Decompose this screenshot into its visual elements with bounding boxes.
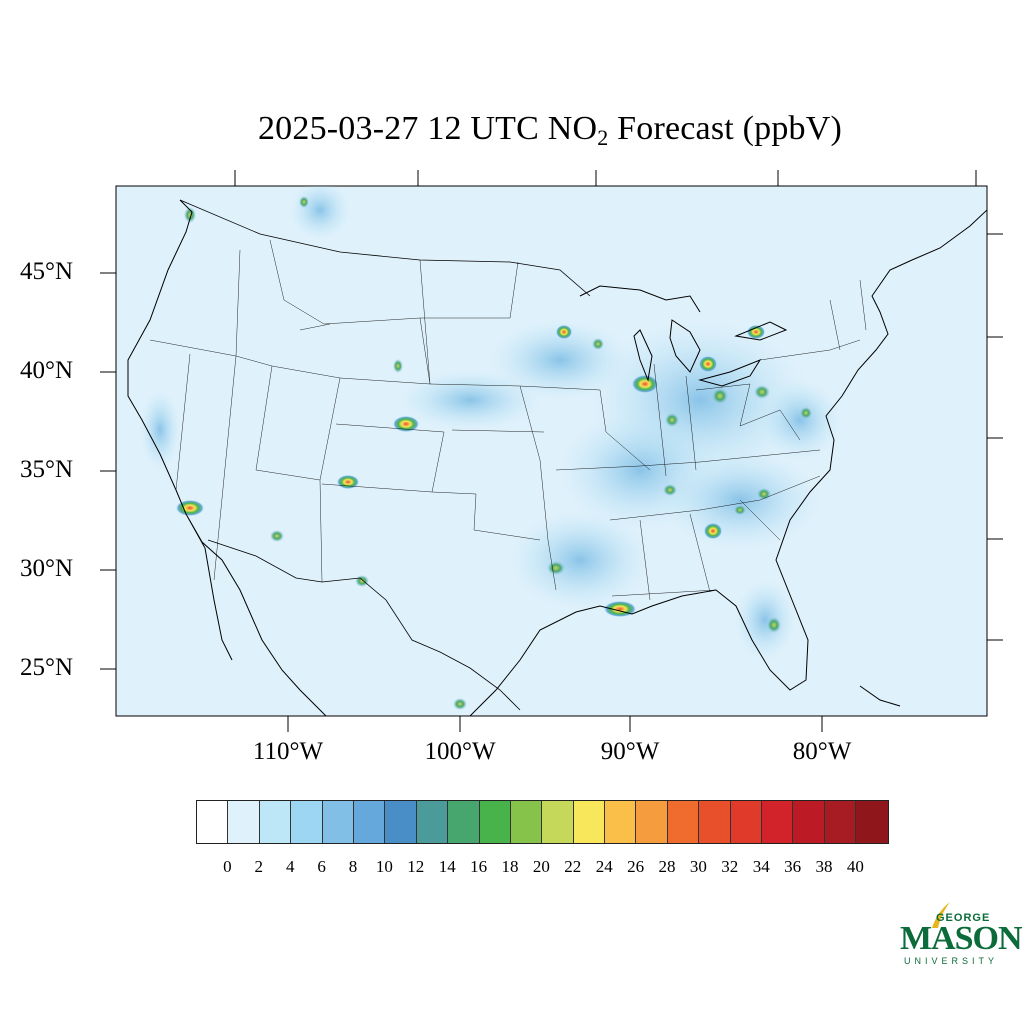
hotspots (176, 196, 812, 710)
hotspot-new-orleans (604, 601, 636, 617)
concentration-field (140, 186, 840, 660)
colorbar-tick-label: 10 (375, 857, 393, 876)
hotspot-tampa (767, 617, 781, 633)
lon-label-110w: 110°W (252, 738, 324, 765)
hotspot-detroit (699, 356, 717, 372)
hotspot-chicago (632, 375, 658, 393)
colorbar-tick-label: 18 (501, 857, 519, 876)
colorbar-cell (291, 801, 323, 843)
colorbar-cell (259, 801, 292, 843)
lat-label-40n: 40°N (20, 357, 74, 384)
colorbar-tick-label: 8 (348, 857, 358, 876)
colorbar-cell (856, 801, 888, 843)
lat-label-35n: 35°N (20, 456, 74, 483)
colorbar-cell (385, 801, 417, 843)
logo-swoosh-icon (932, 902, 950, 928)
colorbar-cell (228, 801, 260, 843)
map-frame (115, 185, 988, 717)
hotspot-albuquerque (337, 475, 359, 489)
colorbar-cell (605, 801, 637, 843)
hotspot-phoenix (270, 530, 284, 542)
colorbar-cell (824, 801, 857, 843)
colorbar-cell (416, 801, 449, 843)
colorbar (196, 800, 889, 844)
great-lakes (579, 285, 788, 387)
colorbar-cell (699, 801, 731, 843)
hotspot-seattle (184, 207, 196, 223)
colorbar-cell (448, 801, 480, 843)
logo-bottom-word: UNIVERSITY (904, 956, 999, 966)
colorbar-tick-label: 40 (846, 857, 864, 876)
colorbar-cell (542, 801, 574, 843)
hotspot-nashville (663, 484, 677, 496)
hotspot-minneapolis (556, 325, 572, 339)
map-title: 2025-03-27 12 UTC NO2 Forecast (ppbV) (257, 110, 843, 150)
colorbar-tick-label: 4 (285, 857, 295, 876)
colorbar-cell (793, 801, 825, 843)
colorbar-cell (353, 801, 386, 843)
lon-label-80w: 80°W (792, 738, 852, 765)
colorbar-cell (479, 801, 511, 843)
colorbar-tick-label: 16 (470, 857, 488, 876)
hotspot-denver (393, 416, 419, 432)
colorbar-tick-label: 12 (407, 857, 425, 876)
colorbar-cell (197, 801, 229, 843)
colorbar-cell (322, 801, 354, 843)
colorbar-tick-label: 26 (627, 857, 645, 876)
hotspot-atlanta (704, 523, 722, 539)
colorbar-tick-label: 36 (784, 857, 802, 876)
colorbar-tick-label: 28 (658, 857, 676, 876)
state-boundaries (149, 239, 867, 601)
logo-top-word: GEORGE (936, 912, 991, 924)
colorbar-tick-label: 6 (317, 857, 326, 876)
colorbar-tick-label: 20 (532, 857, 550, 876)
colorbar-cell (573, 801, 606, 843)
colorbar-cell (730, 801, 763, 843)
hotspot-el-paso (355, 575, 369, 587)
coastline (127, 199, 987, 716)
colorbar-cell (636, 801, 668, 843)
colorbar-tick-label: 30 (689, 857, 707, 876)
colorbar-tick-label: 34 (752, 857, 770, 876)
gmu-logo: GEORGE MASON UNIVERSITY (900, 898, 1023, 968)
colorbar-cell (667, 801, 700, 843)
colorbar-tick-label: 0 (223, 857, 232, 876)
colorbar-cell (510, 801, 543, 843)
lat-label-30n: 30°N (20, 555, 74, 582)
hotspot-toronto (747, 325, 765, 339)
colorbar-tick-label: 14 (438, 857, 456, 876)
lon-label-100w: 100°W (424, 738, 496, 765)
us-mexico-border (207, 539, 521, 711)
hotspot-indianapolis (665, 413, 679, 427)
colorbar-tick-label: 32 (721, 857, 739, 876)
colorbar-tick-label: 38 (815, 857, 833, 876)
lat-label-25n: 25°N (20, 654, 74, 681)
lon-label-90w: 90°W (600, 738, 660, 765)
hotspot-monterrey (453, 698, 467, 710)
colorbar-tick-label: 2 (254, 857, 264, 876)
lat-label-45n: 45°N (20, 258, 74, 285)
colorbar-tick-label: 22 (564, 857, 582, 876)
colorbar-cell (762, 801, 794, 843)
axis-ticks (100, 170, 1003, 732)
logo-main-word: MASON (900, 920, 1023, 957)
hotspot-los-angeles (176, 500, 204, 516)
colorbar-tick-label: 24 (595, 857, 613, 876)
